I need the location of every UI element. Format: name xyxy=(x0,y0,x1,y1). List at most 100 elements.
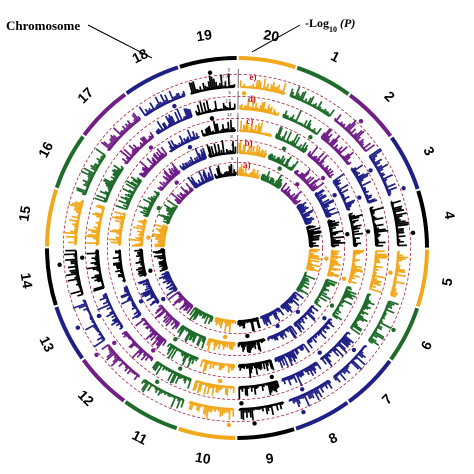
marker-peak xyxy=(350,272,355,276)
marker-peak xyxy=(117,321,120,324)
marker-peak xyxy=(115,215,124,220)
marker-peak xyxy=(296,396,301,405)
track-base-3 xyxy=(332,180,349,211)
marker-peak xyxy=(308,339,312,344)
marker-peak xyxy=(122,279,125,282)
marker-peak xyxy=(113,318,119,323)
marker-peak xyxy=(282,330,288,338)
marker-peak xyxy=(94,211,103,216)
marker-peak xyxy=(285,163,289,168)
track-label: c) xyxy=(246,116,253,126)
marker-peak xyxy=(141,381,149,391)
marker-peak xyxy=(170,395,174,398)
marker-peak xyxy=(70,260,77,263)
marker-peak xyxy=(300,370,305,376)
marker-peak xyxy=(396,268,406,272)
marker-peak xyxy=(363,303,368,307)
track-base-12 xyxy=(142,317,167,343)
marker-peak xyxy=(331,348,340,357)
marker-peak xyxy=(143,171,147,175)
marker-peak xyxy=(338,342,347,350)
marker-peak xyxy=(260,149,264,157)
marker-peak xyxy=(122,204,128,208)
marker-peak xyxy=(172,166,179,174)
marker-peak xyxy=(276,357,280,363)
track-base-12 xyxy=(107,344,141,378)
marker-peak xyxy=(309,128,312,131)
marker-peak xyxy=(142,281,149,286)
track-base-18 xyxy=(169,136,200,153)
marker-peak xyxy=(169,370,173,373)
marker-peak xyxy=(342,368,347,373)
chromosome-label-1: 1 xyxy=(328,48,342,66)
marker-peak xyxy=(139,141,144,147)
marker-peak xyxy=(163,313,170,319)
marker-peak xyxy=(286,139,290,143)
significant-snp xyxy=(187,145,193,150)
track-base-19 xyxy=(209,151,236,158)
marker-peak xyxy=(274,111,277,115)
marker-peak xyxy=(347,208,351,211)
marker-peak xyxy=(162,175,170,183)
track-base-15 xyxy=(118,213,127,246)
marker-peak xyxy=(375,329,378,332)
marker-peak xyxy=(115,264,122,267)
marker-peak xyxy=(317,386,320,390)
marker-peak xyxy=(259,81,262,89)
marker-peak xyxy=(200,404,203,408)
marker-peak xyxy=(181,351,185,357)
marker-peak xyxy=(193,403,196,406)
marker-peak xyxy=(197,404,201,412)
marker-peak xyxy=(184,162,189,168)
marker-peak xyxy=(349,214,352,217)
marker-peak xyxy=(366,194,373,199)
marker-peak xyxy=(371,212,375,215)
track-base-15 xyxy=(96,206,106,245)
marker-peak xyxy=(208,166,215,180)
marker-peak xyxy=(148,135,152,140)
marker-peak xyxy=(312,155,316,160)
marker-peak xyxy=(320,198,330,205)
significant-snp xyxy=(300,387,305,392)
marker-peak xyxy=(124,365,128,369)
marker-peak xyxy=(343,195,350,201)
marker-peak xyxy=(339,303,344,308)
marker-peak xyxy=(323,286,327,290)
marker-peak xyxy=(128,341,136,348)
chromosome-label-14: 14 xyxy=(18,272,36,290)
marker-peak xyxy=(372,279,382,284)
marker-peak xyxy=(177,349,181,352)
marker-peak xyxy=(195,110,198,116)
marker-peak xyxy=(325,323,328,326)
marker-peak xyxy=(357,353,364,359)
marker-peak xyxy=(339,302,342,305)
track-base-17 xyxy=(107,118,141,152)
significant-snp xyxy=(94,352,99,358)
marker-peak xyxy=(254,102,258,111)
track-base-11 xyxy=(169,342,199,360)
marker-peak xyxy=(131,122,135,126)
marker-peak xyxy=(257,340,262,352)
marker-peak xyxy=(123,288,128,292)
marker-peak xyxy=(308,309,312,314)
significant-snp xyxy=(173,337,178,342)
marker-peak xyxy=(149,205,152,208)
marker-peak xyxy=(332,172,345,183)
marker-peak xyxy=(204,128,208,136)
marker-peak xyxy=(245,122,248,132)
marker-peak xyxy=(297,95,301,100)
marker-peak xyxy=(265,108,268,113)
marker-peak xyxy=(171,162,180,174)
marker-peak xyxy=(138,172,145,178)
significant-snp xyxy=(207,70,213,75)
marker-peak xyxy=(259,122,264,134)
marker-peak xyxy=(136,224,145,228)
marker-peak xyxy=(202,82,206,91)
marker-peak xyxy=(107,345,110,348)
track-base-6 xyxy=(349,293,370,329)
track-label: b) xyxy=(245,138,253,148)
significant-snp xyxy=(295,182,300,187)
significant-snp xyxy=(368,168,373,173)
marker-peak xyxy=(187,164,190,167)
marker-peak xyxy=(284,156,293,167)
